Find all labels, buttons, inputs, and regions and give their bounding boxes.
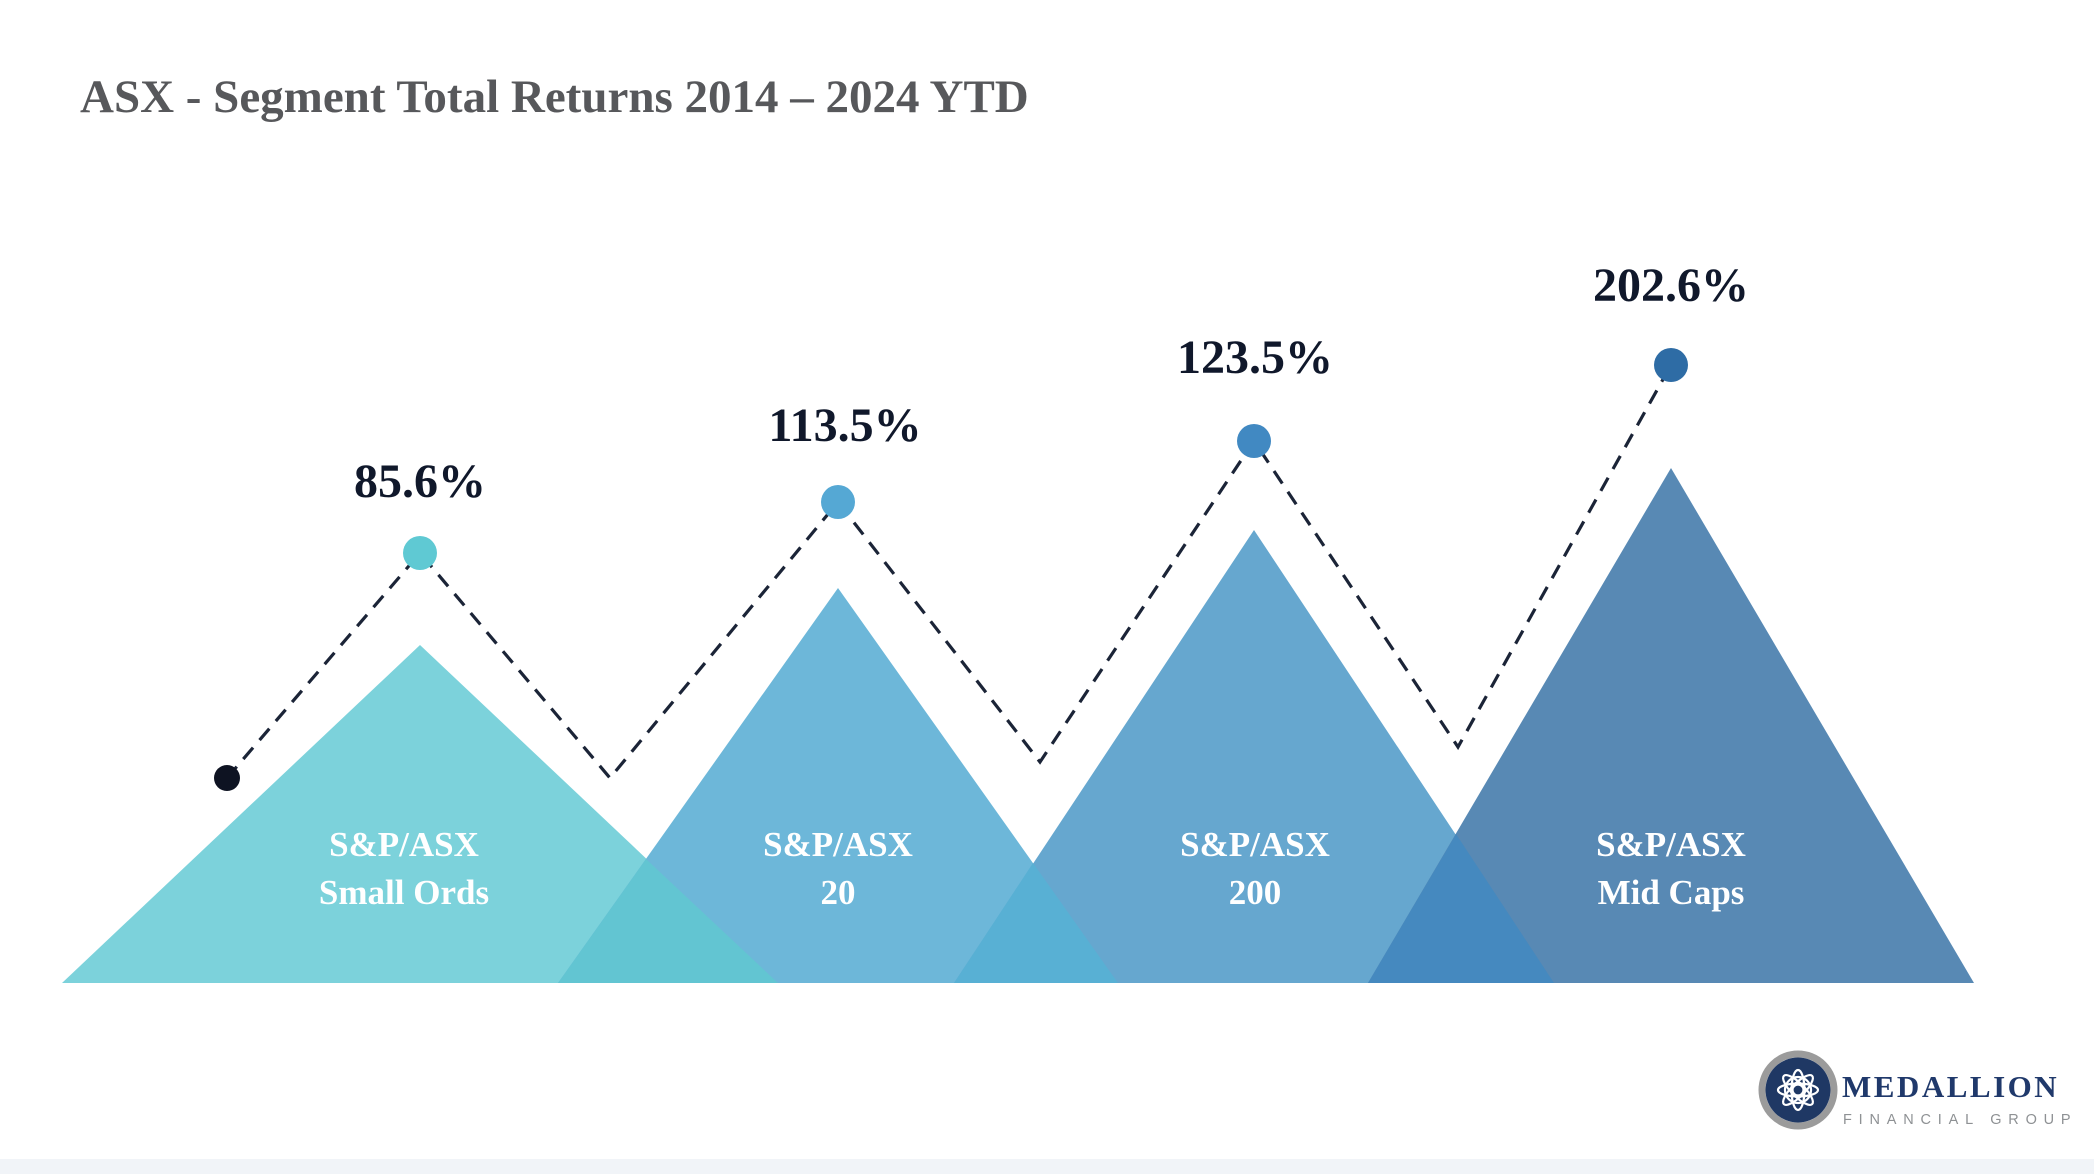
category-labels: S&P/ASX Small Ords S&P/ASX 20 S&P/ASX 20… <box>319 825 1746 912</box>
cat3-line2: 200 <box>1229 873 1282 912</box>
logo-ring <box>1758 1050 1838 1130</box>
start-marker <box>214 765 240 791</box>
marker-mid-caps <box>1654 348 1688 382</box>
marker-small-ords <box>403 536 437 570</box>
cat2-line2: 20 <box>821 873 856 912</box>
value-label-asx20: 113.5% <box>768 399 921 452</box>
marker-asx200 <box>1237 424 1271 458</box>
bottom-strip <box>0 1159 2094 1174</box>
logo-subtitle-text: FINANCIAL GROUP <box>1843 1112 2077 1128</box>
logo-medallion-circle <box>1765 1057 1831 1123</box>
page-title: ASX - Segment Total Returns 2014 – 2024 … <box>80 71 1029 123</box>
logo-name-text: MEDALLION <box>1842 1069 2059 1104</box>
triangle-mid-caps <box>1368 468 1974 983</box>
medallion-logo: MEDALLION FINANCIAL GROUP <box>1758 1050 2077 1130</box>
triangle-asx200 <box>954 530 1554 983</box>
cat3-line1: S&P/ASX <box>1180 825 1330 864</box>
value-label-mid-caps: 202.6% <box>1593 259 1749 312</box>
overlap-1-2 <box>558 859 778 983</box>
triangle-group <box>62 468 1974 983</box>
overlap-3-4 <box>1368 834 1554 983</box>
overlap-2-3 <box>954 863 1118 983</box>
cat4-line1: S&P/ASX <box>1596 825 1746 864</box>
value-label-asx200: 123.5% <box>1177 331 1333 384</box>
trend-dashed-line <box>225 364 1673 781</box>
triangle-asx20 <box>558 588 1118 983</box>
triangle-small-ords <box>62 645 778 983</box>
value-label-small-ords: 85.6% <box>354 455 486 508</box>
value-labels: 85.6% 113.5% 123.5% 202.6% <box>354 259 1749 508</box>
logo-flower-icon <box>1776 1068 1820 1112</box>
marker-asx20 <box>821 485 855 519</box>
cat1-line2: Small Ords <box>319 873 489 912</box>
cat2-line1: S&P/ASX <box>763 825 913 864</box>
marker-group <box>214 348 1688 791</box>
cat4-line2: Mid Caps <box>1598 873 1745 912</box>
cat1-line1: S&P/ASX <box>329 825 479 864</box>
